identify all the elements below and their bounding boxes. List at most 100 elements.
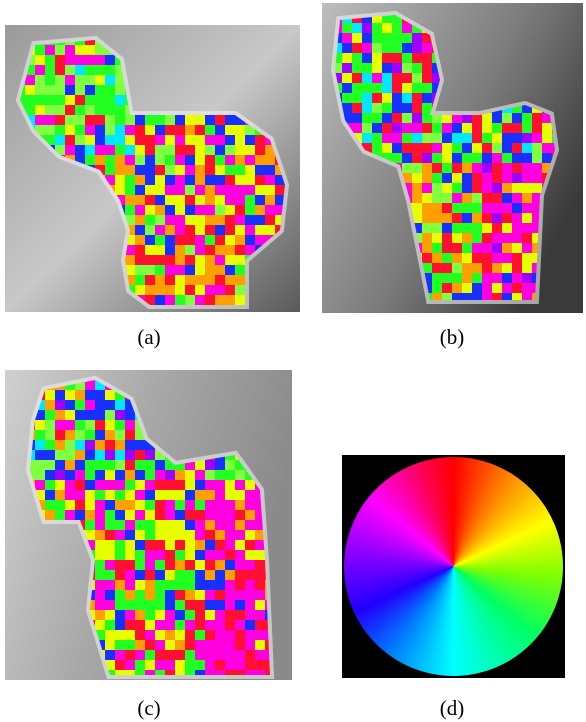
- pixel: [492, 283, 502, 293]
- pixel: [402, 113, 412, 123]
- pixel: [235, 235, 245, 245]
- pixel: [245, 560, 255, 570]
- pixel: [25, 85, 35, 95]
- pixel: [422, 253, 432, 263]
- pixel: [492, 203, 502, 213]
- pixel: [125, 420, 135, 430]
- pixel: [225, 510, 235, 520]
- pixel: [65, 480, 75, 490]
- pixel: [175, 650, 185, 660]
- pixel: [75, 390, 85, 400]
- pixel: [422, 43, 432, 53]
- pixel: [185, 185, 195, 195]
- pixel: [45, 430, 55, 440]
- pixel: [255, 560, 265, 570]
- pixel: [165, 620, 175, 630]
- pixel: [45, 75, 55, 85]
- pixel: [75, 450, 85, 460]
- pixel: [352, 103, 362, 113]
- pixel: [35, 75, 45, 85]
- pixel: [362, 113, 372, 123]
- pixel: [135, 225, 145, 235]
- pixel: [492, 143, 502, 153]
- pixel: [155, 215, 165, 225]
- pixel: [382, 23, 392, 33]
- pixel: [195, 490, 205, 500]
- pixel: [95, 400, 105, 410]
- pixel: [55, 85, 65, 95]
- pixel: [382, 63, 392, 73]
- pixel: [235, 470, 245, 480]
- pixel: [362, 73, 372, 83]
- pixel: [75, 470, 85, 480]
- pixel: [205, 225, 215, 235]
- pixel: [155, 530, 165, 540]
- pixel: [492, 273, 502, 283]
- pixel: [472, 193, 482, 203]
- pixel: [175, 155, 185, 165]
- pixel: [135, 570, 145, 580]
- pixel: [185, 235, 195, 245]
- pixel: [155, 500, 165, 510]
- pixel: [105, 500, 115, 510]
- pixel: [255, 540, 265, 550]
- pixel: [502, 233, 512, 243]
- pixel: [482, 153, 492, 163]
- pixel: [185, 570, 195, 580]
- pixel: [165, 135, 175, 145]
- pixel: [225, 580, 235, 590]
- pixel: [75, 105, 85, 115]
- pixel: [195, 530, 205, 540]
- pixel: [125, 530, 135, 540]
- pixel: [65, 390, 75, 400]
- pixel: [462, 273, 472, 283]
- pixel: [175, 185, 185, 195]
- pixel: [45, 510, 55, 520]
- pixel: [85, 115, 95, 125]
- pixel: [195, 215, 205, 225]
- pixel: [225, 650, 235, 660]
- pixel: [65, 430, 75, 440]
- pixel: [205, 650, 215, 660]
- pixel: [215, 570, 225, 580]
- pixel: [432, 243, 442, 253]
- pixel: [195, 590, 205, 600]
- pixel: [75, 75, 85, 85]
- pixel: [215, 205, 225, 215]
- pixel: [85, 65, 95, 75]
- pixel: [205, 135, 215, 145]
- pixel: [165, 530, 175, 540]
- pixel: [175, 600, 185, 610]
- pixel: [115, 420, 125, 430]
- pixel: [105, 610, 115, 620]
- pixel: [65, 490, 75, 500]
- pixel: [522, 173, 532, 183]
- pixel: [35, 480, 45, 490]
- pixel: [115, 610, 125, 620]
- pixel: [245, 640, 255, 650]
- pixel: [185, 650, 195, 660]
- pixel: [215, 255, 225, 265]
- pixel: [55, 125, 65, 135]
- pixel: [422, 173, 432, 183]
- pixel: [342, 103, 352, 113]
- pixel: [85, 510, 95, 520]
- pixel: [462, 223, 472, 233]
- pixel: [55, 410, 65, 420]
- pixel: [215, 175, 225, 185]
- pixel: [255, 660, 265, 670]
- pixel: [195, 165, 205, 175]
- pixel: [392, 23, 402, 33]
- pixel: [195, 145, 205, 155]
- pixel: [372, 93, 382, 103]
- pixel: [402, 163, 412, 173]
- pixel: [165, 295, 175, 305]
- pixel: [105, 55, 115, 65]
- pixel: [95, 580, 105, 590]
- pixel: [462, 213, 472, 223]
- pixel: [145, 175, 155, 185]
- pixel: [75, 55, 85, 65]
- pixel: [342, 33, 352, 43]
- pixel: [185, 660, 195, 670]
- pixel: [95, 420, 105, 430]
